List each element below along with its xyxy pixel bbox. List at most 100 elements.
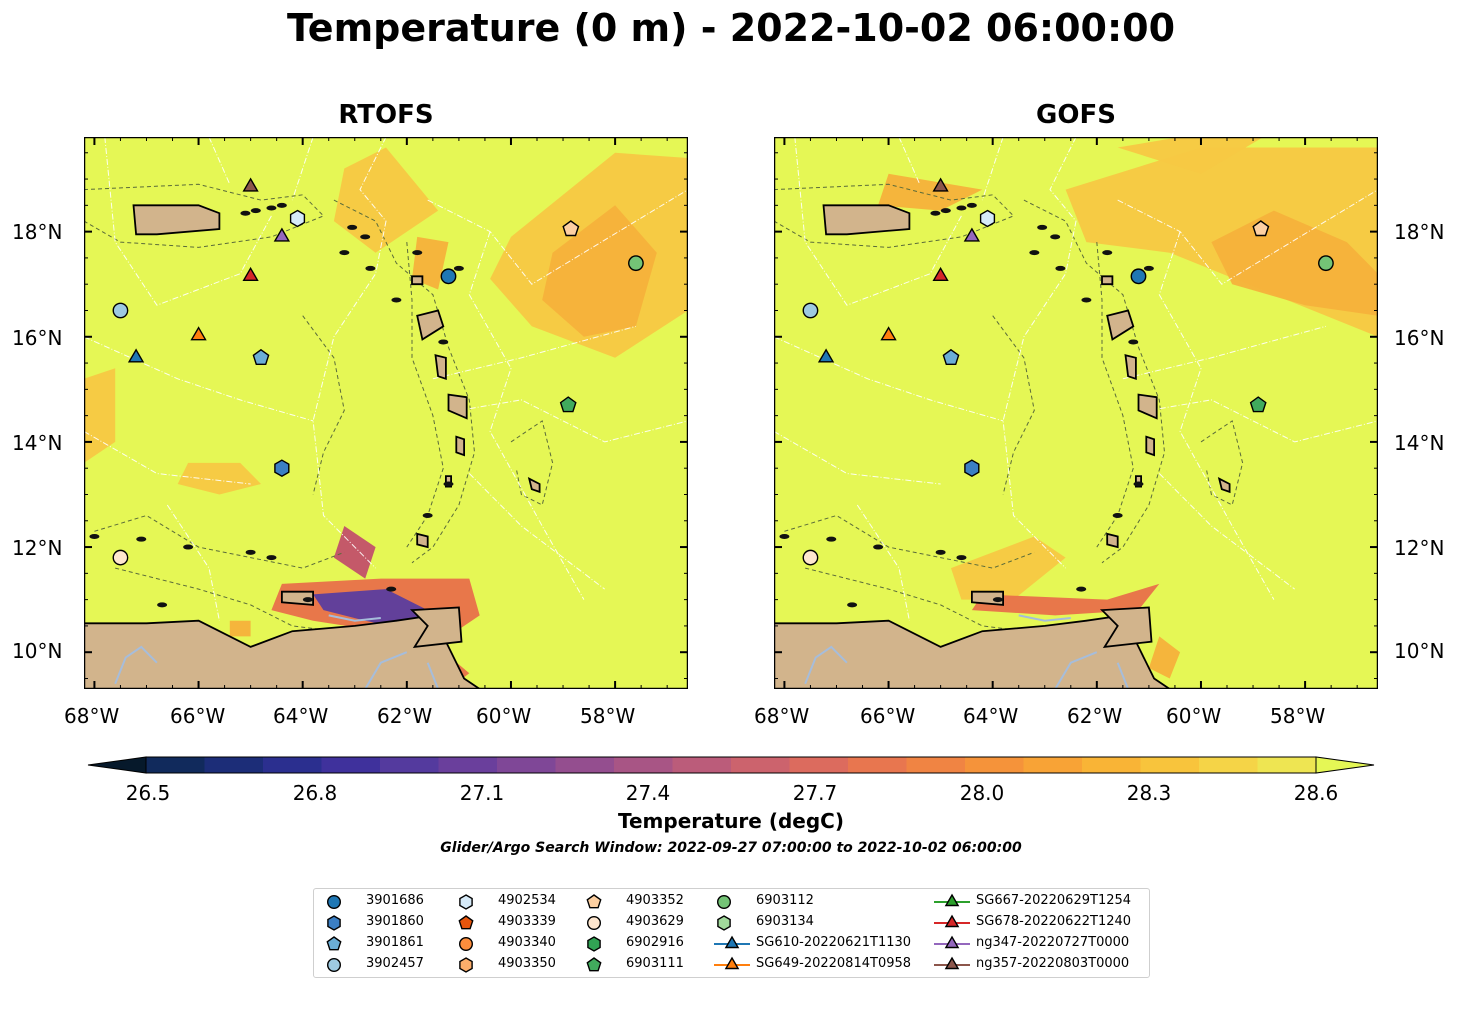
legend-marker — [586, 894, 602, 909]
lat-tick-label: 12°N — [1394, 536, 1445, 560]
observation-marker — [963, 227, 981, 242]
colorbar-segment — [321, 757, 381, 773]
land-south-america — [84, 614, 482, 689]
eez-boundary — [458, 399, 688, 443]
legend-marker-icon — [458, 936, 474, 952]
land-martinique — [1137, 393, 1158, 420]
small-island — [443, 481, 454, 487]
colorbar-label: Temperature (degC) — [618, 809, 844, 833]
observation-marker — [559, 396, 577, 413]
legend-marker — [724, 956, 740, 970]
legend-label: 4903340 — [498, 935, 556, 950]
eez-boundary — [1158, 473, 1296, 590]
land-puerto-rico — [132, 204, 221, 236]
colorbar-segment — [1257, 757, 1317, 773]
colorbar-segment — [1199, 757, 1258, 773]
small-island — [1037, 224, 1048, 230]
bathymetry-contour — [784, 514, 1035, 569]
bathymetry-contour — [115, 567, 334, 632]
observation-marker — [252, 348, 270, 365]
temperature-patch — [229, 620, 251, 637]
panel-title-rtofs: RTOFS — [338, 100, 434, 130]
lat-tick-label: 10°N — [1394, 639, 1445, 663]
land-south-america — [774, 614, 1172, 689]
observation-marker — [112, 549, 129, 566]
river — [1018, 614, 1071, 622]
eez-boundary — [468, 231, 585, 600]
land-martinique — [447, 393, 468, 420]
map-panel-rtofs — [84, 137, 688, 689]
legend-marker — [459, 894, 473, 910]
colorbar-segment — [614, 757, 673, 773]
colorbar-frame — [145, 756, 1317, 774]
legend-marker-icon — [586, 957, 602, 972]
small-island — [360, 234, 371, 240]
legend-marker — [458, 936, 474, 952]
legend-label: 6903134 — [756, 914, 814, 929]
small-island — [453, 265, 464, 271]
lon-tick-label: 64°W — [963, 704, 1019, 728]
small-island — [1102, 250, 1113, 256]
observation-marker — [112, 302, 129, 319]
observation-marker — [242, 177, 259, 192]
river — [426, 662, 440, 689]
colorbar-segment — [848, 757, 907, 773]
legend-label: 3902457 — [366, 956, 424, 971]
lon-tick-label: 58°W — [1270, 704, 1326, 728]
small-island — [1081, 297, 1092, 303]
lon-tick-label: 68°W — [64, 704, 120, 728]
figure-title: Temperature (0 m) - 2022-10-02 06:00:00 — [286, 6, 1176, 50]
legend-marker — [586, 915, 602, 931]
small-island — [1076, 586, 1087, 592]
small-island — [1050, 234, 1061, 240]
legend-marker — [716, 894, 732, 910]
colorbar-segment — [204, 757, 264, 773]
eez-boundary — [898, 137, 921, 185]
eez-boundary — [1122, 325, 1327, 380]
legend-marker-icon — [716, 894, 732, 910]
eez-boundary — [774, 336, 1004, 422]
lat-tick-label: 10°N — [12, 639, 63, 663]
small-island — [365, 265, 376, 271]
temperature-patch — [177, 462, 261, 495]
bathymetry-contour — [774, 183, 1015, 248]
temperature-patch — [1211, 210, 1378, 316]
legend-marker-icon — [934, 956, 970, 970]
legend-marker-icon — [326, 894, 342, 910]
river — [328, 614, 381, 622]
legend-marker — [326, 957, 342, 973]
small-island — [847, 602, 858, 608]
land-antigua — [1101, 275, 1114, 286]
colorbar-segment — [731, 757, 790, 773]
eez-boundary — [166, 504, 220, 621]
colorbar-extend-low — [87, 756, 147, 774]
colorbar-tick-label: 27.1 — [459, 781, 505, 805]
small-island — [302, 597, 313, 603]
legend-marker — [458, 915, 474, 930]
lat-tick-label: 12°N — [12, 536, 63, 560]
legend-label: SG649-20220814T0958 — [756, 956, 912, 971]
colorbar-segment — [672, 757, 732, 773]
panel-title-gofs: GOFS — [1036, 100, 1116, 130]
small-island — [1143, 265, 1154, 271]
legend-marker-icon — [717, 915, 731, 931]
legend-marker — [326, 894, 342, 910]
lon-tick-label: 62°W — [1067, 704, 1123, 728]
eez-boundary — [774, 430, 941, 485]
small-island — [266, 555, 277, 561]
small-island — [966, 202, 977, 208]
lon-tick-label: 64°W — [273, 704, 329, 728]
eez-boundary — [981, 137, 1004, 201]
observation-marker — [802, 549, 819, 566]
small-island — [339, 250, 350, 256]
legend-label: 3901686 — [366, 893, 424, 908]
lon-tick-label: 62°W — [377, 704, 433, 728]
eez-boundary — [104, 137, 272, 306]
lon-tick-label: 60°W — [476, 704, 532, 728]
lat-tick-label: 18°N — [12, 220, 63, 244]
small-island — [956, 205, 967, 211]
small-island — [1029, 250, 1040, 256]
temperature-patch — [542, 205, 657, 337]
colorbar-tick-label: 28.0 — [959, 781, 1005, 805]
small-island — [386, 586, 397, 592]
